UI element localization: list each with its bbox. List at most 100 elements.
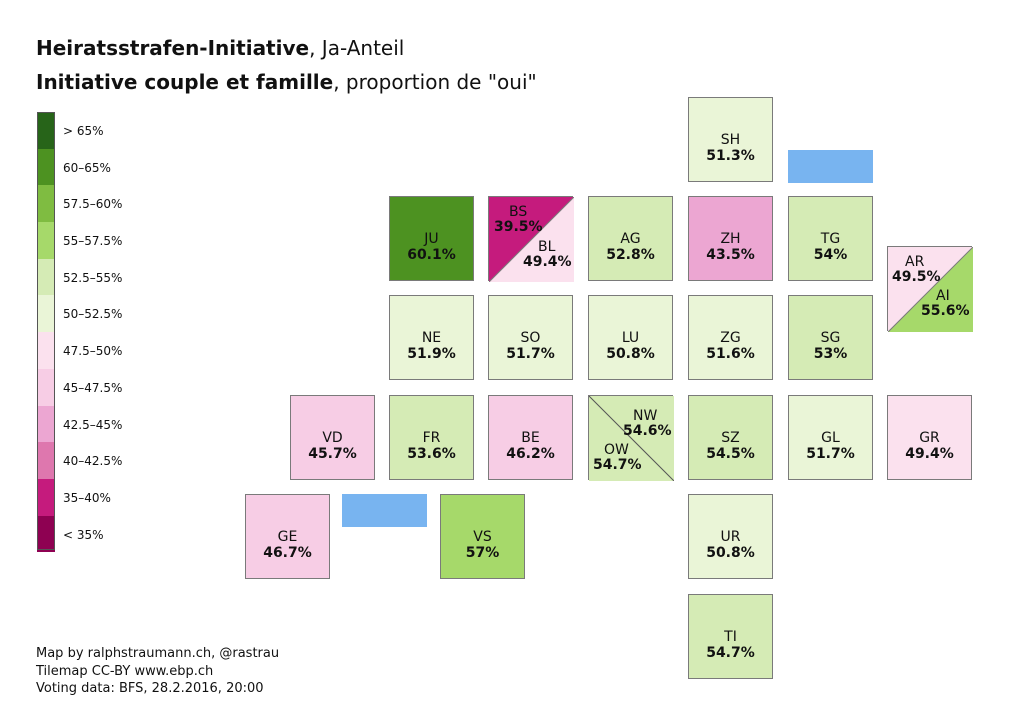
- canton-abbr: JU: [424, 231, 439, 247]
- legend-label: < 35%: [63, 527, 104, 542]
- canton-abbr: VS: [473, 529, 492, 545]
- canton-value-bs: 39.5%: [494, 219, 543, 235]
- canton-value: 53.6%: [407, 446, 456, 462]
- canton-abbr: SO: [520, 330, 541, 346]
- canton-tile-lu: LU 50.8%: [588, 295, 673, 380]
- legend-swatch: [37, 222, 55, 259]
- canton-tile-vd: VD 45.7%: [290, 395, 375, 480]
- canton-value: 50.8%: [706, 545, 755, 561]
- title-french: Initiative couple et famille, proportion…: [36, 70, 537, 94]
- canton-value: 52.8%: [606, 247, 655, 263]
- legend-label: > 65%: [63, 124, 104, 138]
- canton-tile-ju: JU 60.1%: [389, 196, 474, 281]
- canton-value: 45.7%: [308, 446, 357, 462]
- canton-tile-bs-bl: BS 39.5% BL 49.4%: [488, 196, 574, 282]
- canton-value: 51.3%: [706, 148, 755, 164]
- legend-swatch: [37, 148, 55, 186]
- canton-abbr: TG: [820, 231, 841, 247]
- canton-value: 51.7%: [806, 446, 855, 462]
- canton-abbr: FR: [422, 430, 441, 446]
- canton-value: 60.1%: [407, 247, 456, 263]
- canton-abbr: AG: [620, 231, 641, 247]
- canton-tile-be: BE 46.2%: [488, 395, 573, 480]
- credit-tilemap: Tilemap CC-BY www.ebp.ch: [36, 663, 214, 679]
- credit-data-source: Voting data: BFS, 28.2.2016, 20:00: [36, 681, 264, 696]
- canton-value: 50.8%: [606, 346, 655, 362]
- legend-swatch: [37, 332, 55, 369]
- canton-value-ar: 49.5%: [892, 269, 941, 285]
- canton-tile-zg: ZG 51.6%: [688, 295, 773, 380]
- canton-tile-ag: AG 52.8%: [588, 196, 673, 281]
- canton-tile-sz: SZ 54.5%: [688, 395, 773, 480]
- canton-tile-vs: VS 57%: [440, 494, 525, 579]
- legend-label: 47.5–50%: [63, 344, 123, 359]
- legend-label: 35–40%: [63, 490, 111, 505]
- canton-tile-tg: TG 54%: [788, 196, 873, 281]
- canton-abbr-bs: BS: [509, 204, 528, 220]
- canton-value: 54%: [813, 247, 848, 263]
- canton-tile-zh: ZH 43.5%: [688, 196, 773, 281]
- legend-swatch: [37, 515, 55, 553]
- canton-abbr: ZH: [720, 231, 741, 247]
- canton-abbr: TI: [724, 629, 737, 645]
- canton-value-nw: 54.6%: [623, 423, 672, 439]
- canton-value-ow: 54.7%: [593, 457, 642, 473]
- legend-label: 45–47.5%: [63, 380, 123, 395]
- canton-abbr-ar: AR: [905, 254, 925, 270]
- canton-value: 46.2%: [506, 446, 555, 462]
- canton-abbr-ai: AI: [936, 288, 950, 304]
- split-tile-shape: [489, 197, 574, 282]
- canton-tile-nw-ow: NW 54.6% OW 54.7%: [588, 395, 674, 481]
- lake-geneva: [342, 494, 427, 527]
- canton-abbr: VD: [322, 430, 343, 446]
- lake-constance: [788, 150, 873, 183]
- canton-abbr: ZG: [720, 330, 741, 346]
- canton-value: 54.5%: [706, 446, 755, 462]
- canton-tile-gl: GL 51.7%: [788, 395, 873, 480]
- canton-value: 51.7%: [506, 346, 555, 362]
- canton-tile-ti: TI 54.7%: [688, 594, 773, 679]
- legend-label: 60–65%: [63, 160, 111, 175]
- legend-swatch: [37, 112, 55, 149]
- canton-value-ai: 55.6%: [921, 303, 970, 319]
- canton-abbr: SZ: [721, 430, 740, 446]
- legend-label: 55–57.5%: [63, 234, 123, 249]
- canton-value: 51.6%: [706, 346, 755, 362]
- canton-value: 43.5%: [706, 247, 755, 263]
- canton-abbr: UR: [720, 529, 741, 545]
- canton-abbr: BE: [521, 430, 540, 446]
- canton-tile-ur: UR 50.8%: [688, 494, 773, 579]
- credit-author: Map by ralphstraumann.ch, @rastrau: [36, 646, 280, 661]
- legend-label: 40–42.5%: [63, 454, 123, 469]
- legend-swatch: [37, 368, 55, 406]
- canton-abbr: GR: [919, 430, 940, 446]
- canton-tile-gr: GR 49.4%: [887, 395, 972, 480]
- legend-label: 50–52.5%: [63, 307, 123, 322]
- canton-tile-so: SO 51.7%: [488, 295, 573, 380]
- canton-abbr: LU: [621, 330, 640, 346]
- legend-swatch: [37, 185, 55, 223]
- canton-value-bl: 49.4%: [523, 254, 572, 270]
- canton-abbr: GL: [821, 430, 840, 446]
- canton-value: 51.9%: [407, 346, 456, 362]
- canton-abbr: GE: [277, 529, 298, 545]
- canton-abbr-nw: NW: [633, 408, 658, 424]
- legend-label: 57.5–60%: [63, 197, 123, 212]
- canton-value: 49.4%: [905, 446, 954, 462]
- canton-tile-ge: GE 46.7%: [245, 494, 330, 579]
- split-tile-shape: [589, 396, 674, 481]
- legend-swatch: [37, 478, 55, 516]
- canton-tile-ar-ai: AR 49.5% AI 55.6%: [887, 246, 973, 332]
- canton-value: 54.7%: [706, 645, 755, 661]
- canton-abbr: SH: [720, 132, 741, 148]
- legend-swatch: [37, 258, 55, 296]
- canton-tile-sh: SH 51.3%: [688, 97, 773, 182]
- canton-value: 57%: [465, 545, 500, 561]
- canton-abbr-ow: OW: [604, 442, 629, 458]
- legend-swatch: [37, 295, 55, 333]
- legend-swatch: [37, 405, 55, 443]
- split-tile-shape: [888, 247, 973, 332]
- legend-label: 52.5–55%: [63, 270, 123, 285]
- credits: Map by ralphstraumann.ch, @rastrau Tilem…: [36, 645, 279, 698]
- legend-swatch: [37, 442, 55, 479]
